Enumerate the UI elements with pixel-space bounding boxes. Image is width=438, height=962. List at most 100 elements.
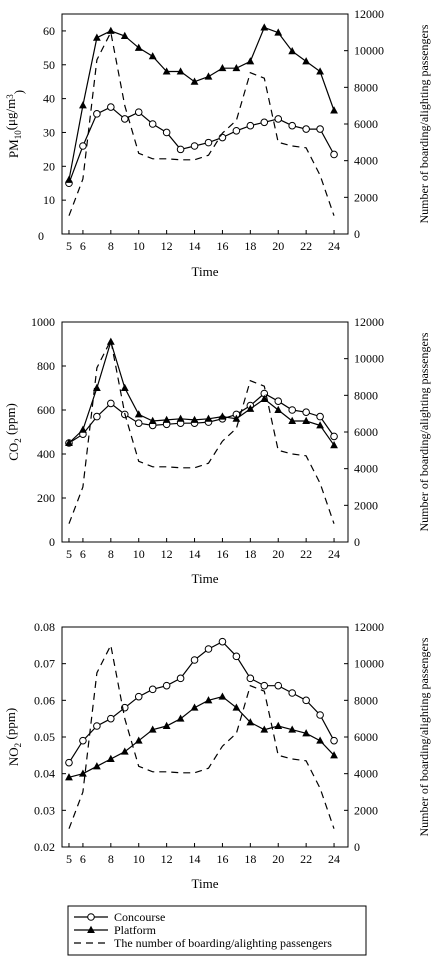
y-axis-label: PM10(μg/m3): [3, 90, 26, 158]
concourse-point: [107, 399, 115, 408]
concourse-point: [316, 412, 324, 421]
platform-point: [218, 63, 227, 72]
platform-point: [148, 725, 157, 733]
x-tick-label: 20: [272, 547, 284, 561]
y-tick-label: 60: [43, 24, 55, 38]
platform-point: [260, 23, 269, 31]
platform-point: [65, 438, 73, 446]
concourse-point: [288, 406, 296, 414]
legend-label: The number of boarding/alighting passeng…: [114, 936, 332, 950]
plot-frame: [61, 626, 349, 848]
y-tick-label: 400: [37, 447, 55, 461]
y-axis-label-part: 2: [13, 743, 23, 748]
platform-point: [79, 769, 87, 777]
passengers-line: [68, 643, 335, 829]
concourse-point: [218, 637, 227, 646]
y-axis-label: CO2 (ppm): [3, 403, 23, 461]
platform-point: [162, 415, 171, 423]
x-tick-label: 10: [133, 852, 145, 866]
platform-point: [190, 415, 199, 423]
platform-point: [302, 416, 311, 424]
platform-point: [330, 106, 338, 114]
platform-point: [246, 57, 255, 65]
concourse-point: [288, 121, 296, 130]
platform-point: [316, 421, 324, 429]
platform-point: [246, 404, 255, 412]
y-zero-label: 0: [38, 229, 44, 243]
platform-point: [106, 754, 115, 762]
platform-point: [92, 33, 101, 41]
x-tick-label: 18: [244, 852, 256, 866]
platform-point: [232, 414, 241, 422]
platform-point: [92, 762, 101, 770]
platform-point: [316, 736, 324, 744]
x-tick-label: 24: [328, 852, 340, 866]
x-tick-label: 6: [80, 852, 86, 866]
x-tick-label: 6: [80, 239, 86, 253]
platform-point: [176, 714, 185, 722]
platform-line: [68, 339, 335, 446]
concourse-point: [302, 408, 310, 417]
y2-tick-label: 0: [354, 840, 360, 854]
concourse-point: [176, 674, 185, 683]
platform-point: [232, 703, 241, 711]
concourse-point: [148, 120, 157, 128]
y-tick-label: 0.04: [34, 767, 55, 781]
concourse-point: [93, 412, 101, 421]
concourse-point: [330, 432, 338, 441]
concourse-point: [162, 128, 171, 137]
y2-tick-label: 2000: [354, 803, 378, 817]
concourse-point: [260, 118, 269, 127]
concourse-point: [204, 138, 213, 147]
platform-point: [260, 394, 269, 402]
platform-point: [302, 57, 311, 65]
platform-point: [120, 31, 129, 39]
y2-tick-label: 0: [354, 535, 360, 549]
concourse-point: [148, 685, 157, 694]
x-tick-label: 10: [133, 547, 145, 561]
legend-triangle-marker: [87, 925, 95, 933]
no2-chart: 5 6 8 10 12 14 16 18 20 22 240.020.030.040.050.060…: [3, 620, 431, 891]
x-tick-label: 10: [133, 239, 145, 253]
platform-point: [148, 416, 157, 424]
y-axis-label-part: (ppm): [3, 403, 18, 438]
concourse-point: [274, 681, 283, 690]
y-tick-label: 40: [43, 92, 55, 106]
platform-point: [65, 175, 73, 183]
platform-point: [246, 718, 255, 726]
concourse-point: [134, 692, 143, 701]
concourse-point: [246, 121, 255, 130]
concourse-point: [107, 103, 115, 111]
y2-tick-label: 12000: [354, 620, 384, 634]
y2-axis-label: Number of boarding/alighting passengers: [417, 24, 431, 223]
concourse-point: [302, 125, 310, 133]
legend-label: Platform: [114, 923, 157, 937]
y-axis-label-part: 10: [13, 130, 23, 140]
x-axis-label: Time: [192, 876, 219, 891]
y2-tick-label: 12000: [354, 7, 384, 21]
concourse-point: [330, 150, 338, 159]
y2-tick-label: 4000: [354, 154, 378, 168]
y2-tick-label: 6000: [354, 117, 378, 131]
y-tick-label: 10: [43, 193, 55, 207]
platform-point: [260, 725, 269, 733]
platform-point: [330, 751, 338, 759]
x-tick-label: 8: [108, 547, 114, 561]
x-tick-label: 16: [216, 547, 228, 561]
concourse-point: [93, 722, 101, 730]
x-tick-label: 5: [66, 547, 72, 561]
y2-tick-label: 8000: [354, 80, 378, 94]
platform-point: [120, 383, 129, 391]
y-axis-label-part: (ppm): [3, 708, 18, 743]
platform-point: [288, 725, 297, 733]
y-tick-label: 0.06: [34, 693, 55, 707]
y2-tick-label: 10000: [354, 352, 384, 366]
y2-tick-label: 6000: [354, 730, 378, 744]
concourse-point: [302, 696, 310, 705]
platform-point: [204, 72, 213, 80]
platform-point: [120, 747, 129, 755]
x-tick-label: 12: [161, 852, 173, 866]
platform-point: [302, 729, 311, 737]
platform-point: [79, 101, 87, 109]
x-tick-label: 8: [108, 852, 114, 866]
